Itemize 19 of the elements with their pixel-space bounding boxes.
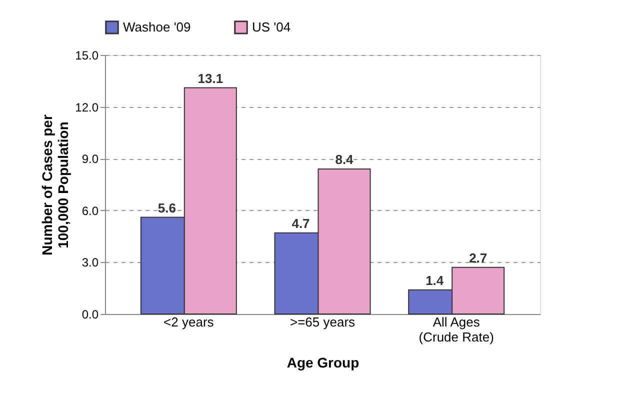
x-tick-label: All Ages (Crude Rate) [418, 314, 494, 344]
data-label: 2.7 [469, 250, 488, 266]
data-label: 5.6 [158, 200, 176, 216]
y-tick-label: 12.0 [75, 100, 99, 114]
data-label: 1.4 [426, 272, 444, 288]
data-label: 13.1 [198, 70, 224, 86]
x-tick-label: >=65 years [290, 314, 356, 330]
data-label: 8.4 [335, 152, 354, 167]
y-axis-title: Number of Cases per 100,000 Population [39, 114, 72, 256]
y-tick-label: 0.0 [82, 308, 99, 322]
legend-label: Washoe '09 [123, 19, 191, 34]
data-label: 4.7 [292, 216, 310, 231]
legend-label: US '04 [252, 19, 291, 34]
y-tick-label: 15.0 [75, 48, 99, 62]
y-tick-label: 9.0 [82, 152, 99, 166]
y-tick-label: 6.0 [82, 204, 99, 218]
x-axis-title: Age Group [286, 354, 360, 370]
y-tick-label: 3.0 [82, 256, 99, 270]
x-tick-label: <2 years [164, 314, 214, 330]
